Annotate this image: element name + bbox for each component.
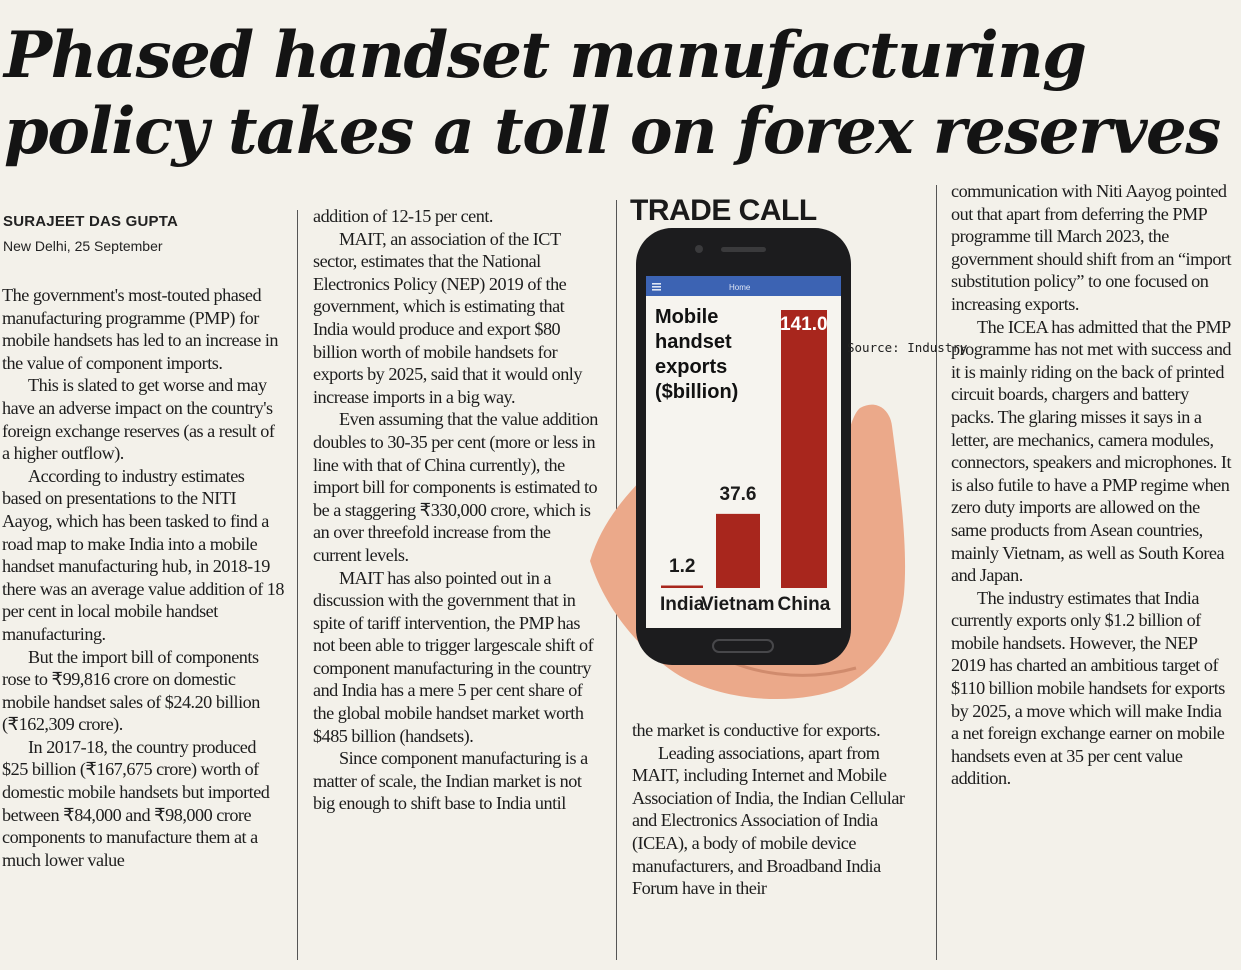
paragraph: MAIT has also pointed out in a discussio… — [313, 567, 594, 746]
section-label: TRADE CALL — [630, 194, 817, 227]
home-button — [712, 639, 774, 653]
category-label: China — [777, 594, 831, 615]
bar-value-label: 1.2 — [669, 555, 696, 577]
paragraph: According to industry estimates based on… — [2, 465, 285, 644]
headline-line-2: policy takes a toll on forex reserves — [4, 94, 1221, 169]
article-column-3: the market is conductive for exports. Lea… — [632, 719, 910, 900]
paragraph: the market is conductive for exports. — [632, 720, 881, 740]
byline: SURAJEET DAS GUPTA — [3, 213, 179, 230]
article-column-2: addition of 12-15 per cent. MAIT, an asso… — [313, 205, 599, 815]
category-label: India — [660, 594, 705, 615]
paragraph: In 2017-18, the country produced $25 bil… — [2, 736, 270, 870]
paragraph: communication with Niti Aayog pointed ou… — [951, 181, 1232, 314]
paragraph: MAIT, an association of the ICT sector, … — [313, 228, 582, 407]
bar-india — [661, 585, 703, 588]
paragraph: The industry estimates that India curren… — [951, 587, 1225, 789]
paragraph: This is slated to get worse and may have… — [2, 375, 275, 464]
app-bar — [646, 276, 841, 296]
menu-icon — [652, 283, 661, 291]
headline-line-1: Phased handset manufacturing — [4, 18, 1087, 93]
app-bar-title: Home — [729, 283, 751, 292]
category-label: Vietnam — [701, 594, 775, 615]
paragraph: Leading associations, apart from MAIT, i… — [632, 742, 905, 899]
column-rule-3 — [936, 185, 937, 960]
paragraph: addition of 12-15 per cent. — [313, 206, 493, 226]
article-column-1: The government's most-touted phased manu… — [2, 284, 285, 871]
column-rule-1 — [297, 210, 298, 960]
phone-speaker — [721, 247, 766, 252]
bar-value-label: 141.0 — [780, 314, 828, 335]
paragraph: Even assuming that the value addition do… — [313, 409, 598, 565]
bar-china — [781, 310, 827, 588]
paragraph: The ICEA has admitted that the PMP progr… — [951, 316, 1232, 586]
chart-title: Mobile handset exports ($billion) — [655, 306, 739, 403]
article-column-4: communication with Niti Aayog pointed ou… — [951, 180, 1233, 790]
dateline: New Delhi, 25 September — [3, 238, 163, 254]
paragraph: Since component manufacturing is a matte… — [313, 748, 588, 814]
chart-source: Source: Industry — [847, 340, 968, 355]
headline: Phased handset manufacturing policy take… — [4, 18, 1234, 170]
paragraph: But the import bill of components rose t… — [2, 646, 260, 735]
bar-value-label: 37.6 — [719, 483, 757, 505]
paragraph: The government's most-touted phased manu… — [2, 285, 278, 373]
bar-vietnam — [716, 513, 760, 588]
phone-camera — [695, 245, 703, 253]
phone-graphic — [590, 228, 906, 700]
